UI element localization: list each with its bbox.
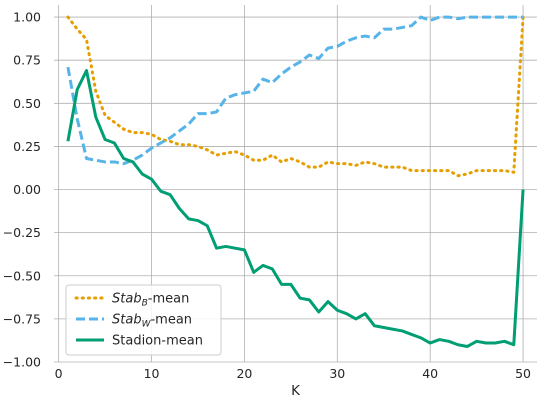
series-layer <box>66 15 525 348</box>
y-tick-label: −0.25 <box>3 225 41 240</box>
y-tick-label: 1.00 <box>13 10 41 25</box>
x-tick-label: 20 <box>236 366 252 381</box>
series-line-3 <box>66 69 525 348</box>
legend-label-3: Stadion-mean <box>112 334 203 349</box>
y-tick-label: 0.00 <box>13 182 41 197</box>
grid-layer <box>54 5 537 363</box>
legend-box <box>65 284 222 356</box>
series-line-2 <box>66 15 524 166</box>
y-tick-label: 0.75 <box>13 53 41 68</box>
x-tick-label: 10 <box>144 366 160 381</box>
y-tick-label: 0.25 <box>13 139 41 154</box>
series-line-1 <box>66 15 525 178</box>
legend-label-2: StabW-mean <box>112 313 192 330</box>
x-tick-label: 0 <box>55 366 63 381</box>
y-tick-label: −0.50 <box>3 268 41 283</box>
y-tick-label: 0.50 <box>13 96 41 111</box>
x-tick-label: 30 <box>329 366 345 381</box>
y-tick-label: −1.00 <box>3 355 41 370</box>
legend: StabB-mean StabW-mean Stadion-mean <box>65 284 222 356</box>
tick-labels: 0 10 20 30 40 50 −1.00 −0.75 −0.50 −0.25 0.00 0.25 0… <box>3 10 531 381</box>
legend-label-1: StabB-mean <box>112 292 189 309</box>
y-tick-label: −0.75 <box>3 311 41 326</box>
x-tick-label: 50 <box>515 366 531 381</box>
x-axis-title: K <box>291 383 301 399</box>
x-tick-label: 40 <box>422 366 438 381</box>
